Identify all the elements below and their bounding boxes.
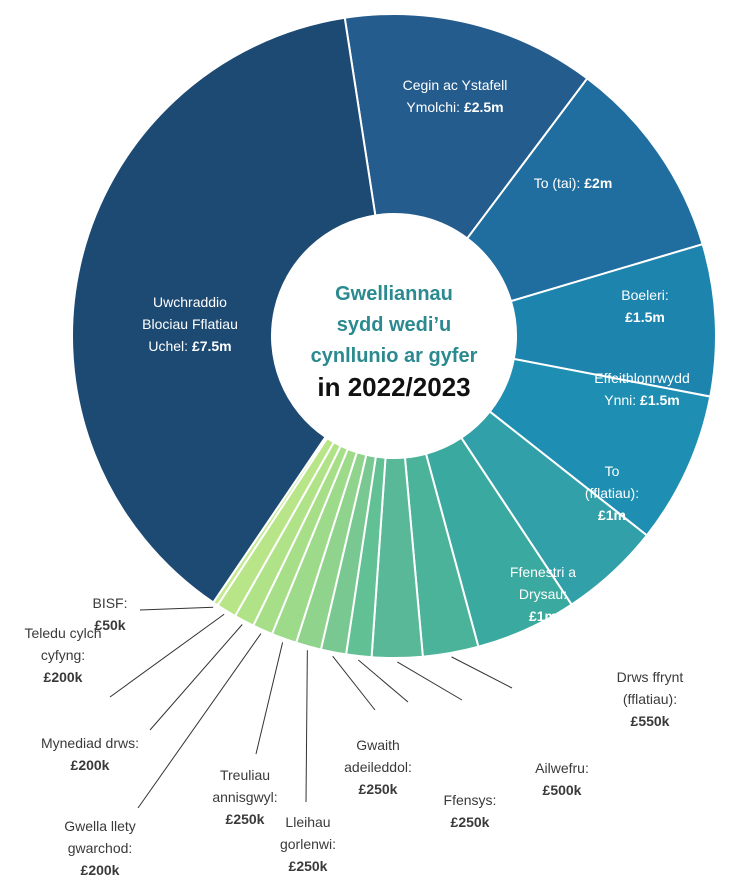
- label-line: Ymolchi:: [406, 99, 460, 115]
- center-title: cynllunio ar gyfer: [311, 345, 478, 367]
- value-label: £250k: [359, 781, 398, 797]
- value-label: £7.5m: [192, 338, 232, 354]
- segment-label: To (tai): £2m: [534, 175, 613, 191]
- center-subtitle: in 2022/2023: [317, 372, 470, 402]
- center-title: sydd wedi’u: [337, 314, 451, 336]
- label-line: gorlenwi:: [280, 836, 336, 852]
- value-label: £550k: [631, 713, 670, 729]
- segment-label: Lleihau gorlenwi: £250k: [280, 814, 336, 874]
- label-line: Effeithlonrwydd: [594, 370, 689, 386]
- label-line: Teledu cylch: [24, 625, 101, 641]
- segment-label: Ffensys: £250k: [444, 792, 497, 830]
- label-line: Drws ffrynt: [617, 669, 684, 685]
- label-line: Ailwefru:: [535, 760, 589, 776]
- label-line: Ffensys:: [444, 792, 497, 808]
- segment-label: Gwella llety gwarchod: £200k: [64, 818, 136, 878]
- segment-label: Boeleri: £1.5m: [621, 287, 668, 325]
- label-line: (fflatiau):: [623, 691, 677, 707]
- value-label: £250k: [451, 814, 490, 830]
- segment-label: Ailwefru: £500k: [535, 760, 589, 798]
- label-line: Cegin ac Ystafell: [403, 77, 508, 93]
- label-line: cyfyng:: [41, 647, 85, 663]
- value-label: £200k: [44, 669, 83, 685]
- segment-label: Ffenestri a Drysau: £1m: [510, 564, 576, 624]
- value-label: £250k: [226, 811, 265, 827]
- segment-label: Drws ffrynt (fflatiau): £550k: [617, 669, 684, 729]
- segment-label: Teledu cylch cyfyng: £200k: [24, 625, 101, 685]
- label-line: Ynni:: [604, 392, 636, 408]
- leader-line: [451, 656, 513, 689]
- label-line: Ffenestri a: [510, 564, 576, 580]
- leader-line: [149, 624, 243, 731]
- center-title: Gwelliannau: [335, 283, 453, 305]
- segment-label: Uwchraddio Blociau Fflatiau Uchel: £7.5m: [142, 294, 238, 354]
- value-label: £200k: [81, 862, 120, 878]
- segment-label: Gwaith adeileddol: £250k: [344, 737, 412, 797]
- value-label: £2.5m: [464, 99, 504, 115]
- donut-segment: [343, 13, 589, 240]
- label-line: Uwchraddio: [153, 294, 227, 310]
- leader-line: [358, 659, 409, 703]
- label-line: gwarchod:: [68, 840, 133, 856]
- label-line: Uchel:: [148, 338, 188, 354]
- label-line: Treuliau: [220, 767, 270, 783]
- value-label: £250k: [289, 858, 328, 874]
- segment-label: Treuliau annisgwyl: £250k: [212, 767, 277, 827]
- donut-segment: [71, 16, 377, 604]
- value-label: £50k: [94, 617, 125, 633]
- leader-line: [109, 613, 225, 698]
- label-line: BISF:: [92, 595, 127, 611]
- leader-line: [332, 655, 376, 711]
- value-label: £500k: [543, 782, 582, 798]
- segment-label: Effeithlonrwydd Ynni: £1.5m: [594, 370, 689, 408]
- label-line: To: [605, 463, 620, 479]
- label-line: Mynediad drws:: [41, 735, 139, 751]
- segment-label: To (fflatiau): £1m: [585, 463, 639, 523]
- value-label: £1.5m: [640, 392, 680, 408]
- leader-line: [305, 650, 308, 803]
- label-line: Blociau Fflatiau: [142, 316, 238, 332]
- leader-line: [139, 606, 214, 611]
- value-label: £1m: [529, 608, 557, 624]
- label-line: annisgwyl:: [212, 789, 277, 805]
- label-line: Gwaith: [356, 737, 400, 753]
- value-label: £1m: [598, 507, 626, 523]
- value-label: £200k: [71, 757, 110, 773]
- label-line: To (tai):: [534, 175, 581, 191]
- leader-line: [137, 633, 262, 809]
- segment-label: Cegin ac Ystafell Ymolchi: £2.5m: [403, 77, 508, 115]
- segment-label: Mynediad drws: £200k: [41, 735, 139, 773]
- label-line: (fflatiau):: [585, 485, 639, 501]
- segment-label: BISF: £50k: [92, 595, 127, 633]
- value-label: £1.5m: [625, 309, 665, 325]
- leader-line: [255, 642, 284, 755]
- label-line: Lleihau: [285, 814, 330, 830]
- label-line: adeileddol:: [344, 759, 412, 775]
- donut-segment: [465, 77, 704, 303]
- label-line: Drysau:: [519, 586, 567, 602]
- value-label: £2m: [584, 175, 612, 191]
- label-line: Gwella llety: [64, 818, 136, 834]
- leader-line: [397, 661, 463, 701]
- label-line: Boeleri:: [621, 287, 668, 303]
